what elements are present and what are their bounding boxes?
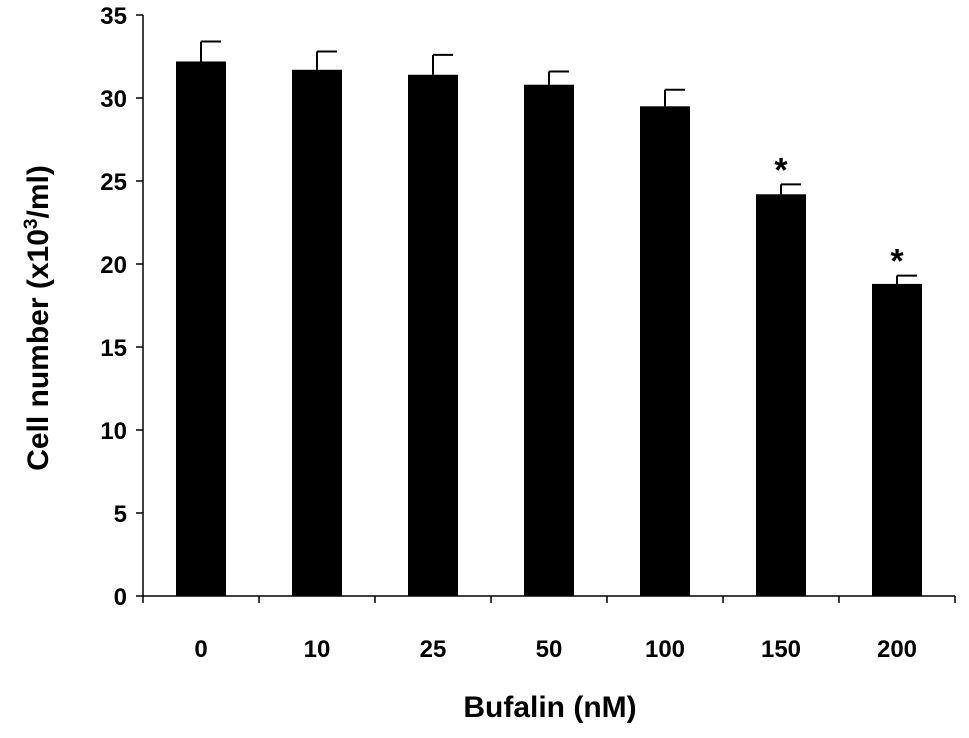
significance-marker: * — [774, 151, 788, 189]
y-axis-title-prefix: Cell number (x10 — [22, 229, 55, 471]
y-tick-label: 35 — [100, 3, 127, 30]
bar-100 — [640, 106, 690, 597]
bar-200 — [872, 283, 922, 596]
plot-area: 0 5 10 15 20 25 30 35 0 10 25 50 100 150 * 200 * — [100, 3, 956, 663]
y-tick-label: 30 — [100, 86, 127, 113]
x-tick-label: 10 — [304, 636, 331, 663]
significance-marker: * — [890, 243, 904, 281]
x-tick-label: 150 — [761, 636, 801, 663]
y-axis-title: Cell number (x103/ml) — [21, 165, 55, 471]
x-tick-label: 100 — [645, 636, 685, 663]
x-tick-label: 0 — [194, 636, 207, 663]
x-tick-label: 50 — [536, 636, 563, 663]
bar-25 — [408, 74, 458, 596]
y-tick-label: 10 — [100, 418, 127, 445]
y-tick-label: 25 — [100, 169, 127, 196]
y-tick-label: 15 — [100, 335, 127, 362]
y-axis-title-suffix: /ml) — [22, 165, 55, 218]
y-axis-title-superscript: 3 — [21, 219, 42, 230]
y-tick-label: 0 — [114, 584, 127, 611]
bar-50 — [524, 84, 574, 596]
bar-10 — [292, 69, 342, 596]
x-axis-title: Bufalin (nM) — [463, 691, 636, 724]
bar-150 — [756, 194, 806, 596]
bar-0 — [176, 61, 226, 597]
x-tick-label: 200 — [877, 636, 917, 663]
y-tick-label: 20 — [100, 252, 127, 279]
x-tick-label: 25 — [420, 636, 447, 663]
y-tick-label: 5 — [114, 501, 127, 528]
